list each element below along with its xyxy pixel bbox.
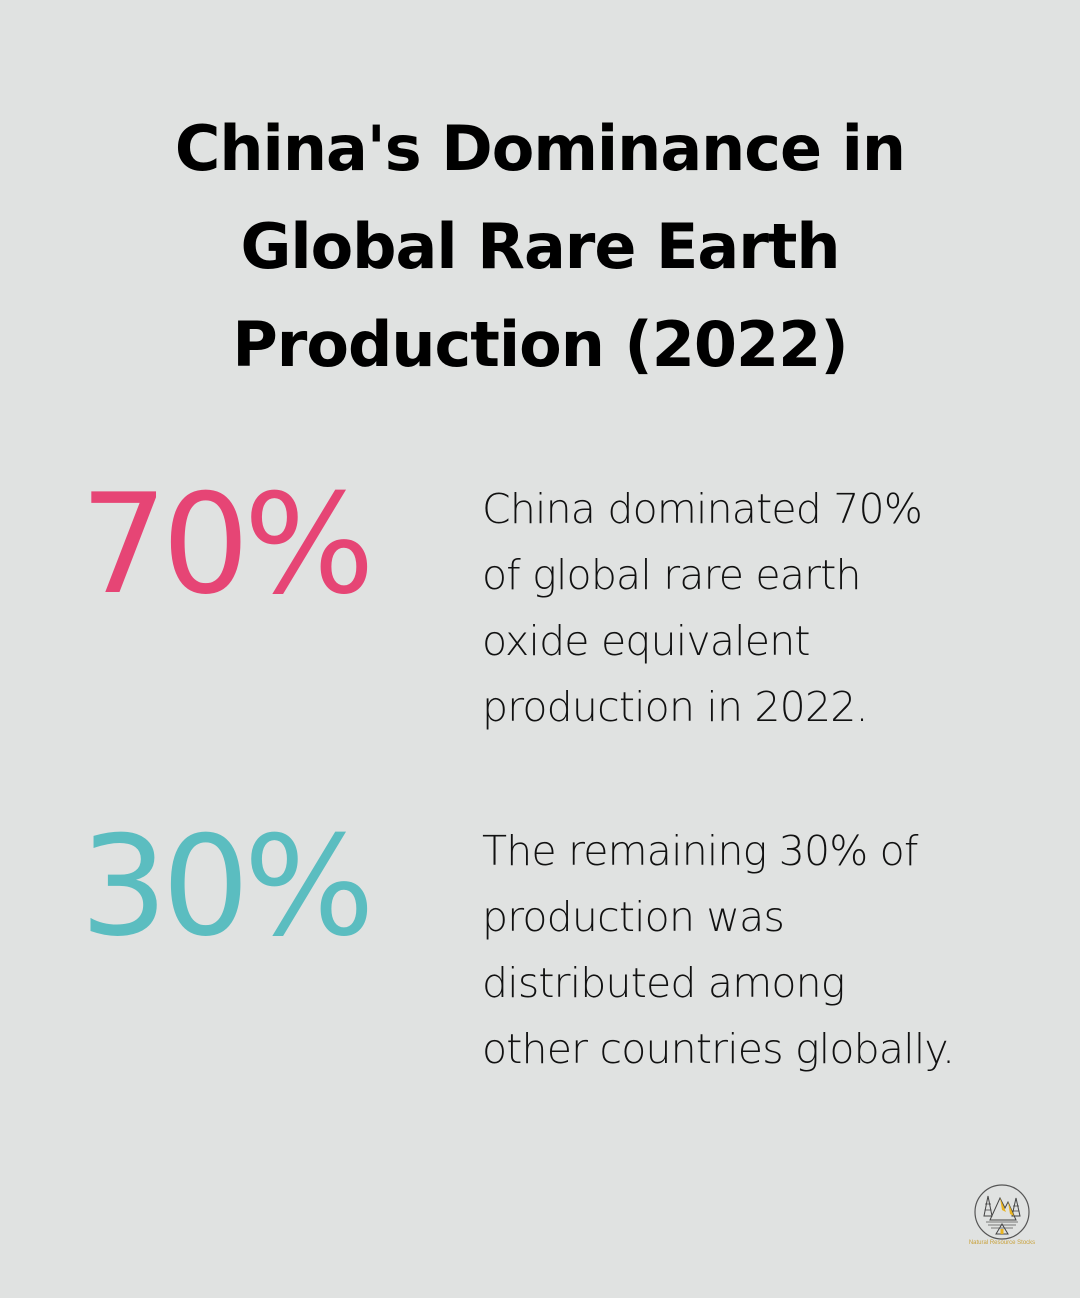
description-line: oxide equivalent: [482, 617, 810, 665]
stat-description-china: China dominated 70% of global rare earth…: [482, 476, 1042, 740]
brand-name: Natural Resource Stocks: [968, 1240, 1036, 1246]
title-line-1: China's Dominance in: [174, 112, 906, 185]
description-line: The remaining 30% of: [482, 827, 918, 875]
stat-value-other-countries: 30%: [80, 806, 375, 967]
page-title: China's Dominance in Global Rare Earth P…: [0, 100, 1080, 394]
title-line-2: Global Rare Earth: [240, 210, 840, 283]
description-line: distributed among: [482, 959, 845, 1007]
description-line: production in 2022.: [482, 683, 869, 731]
description-line: production was: [482, 893, 785, 941]
description-line: China dominated 70%: [482, 485, 923, 533]
brand-logo: Natural Resource Stocks: [962, 1182, 1042, 1252]
description-line: of global rare earth: [482, 551, 861, 599]
stat-value-china: 70%: [80, 464, 375, 625]
title-line-3: Production (2022): [232, 308, 848, 381]
stat-description-other-countries: The remaining 30% of production was dist…: [482, 818, 1042, 1082]
mountain-forest-emblem-icon: [974, 1184, 1030, 1240]
description-line: other countries globally.: [482, 1025, 955, 1073]
